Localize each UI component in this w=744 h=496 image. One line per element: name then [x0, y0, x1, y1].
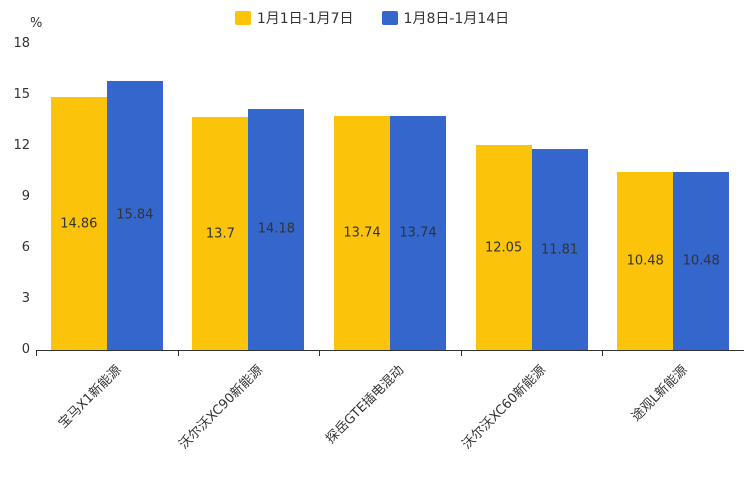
- bar-week2: 13.74: [390, 116, 446, 350]
- y-axis-tick-label: 18: [13, 36, 30, 51]
- x-axis-tick: [36, 351, 37, 356]
- y-axis-tick-label: 9: [21, 189, 30, 204]
- y-axis-unit-label: %: [30, 16, 43, 31]
- x-axis-tick: [177, 351, 179, 356]
- bar-value-label: 10.48: [682, 253, 720, 269]
- x-axis-category-text: 途观L新能源: [628, 362, 691, 425]
- legend-label-week1: 1月1日-1月7日: [256, 11, 354, 27]
- y-axis-tick-label: 12: [13, 138, 30, 153]
- x-axis-category-text: 沃尔沃XC90新能源: [176, 362, 266, 453]
- legend-swatch-blue-icon: [381, 11, 398, 25]
- bar-value-label: 13.74: [343, 225, 381, 241]
- bar-value-label: 12.05: [484, 240, 523, 256]
- bar-value-label: 13.7: [205, 226, 235, 242]
- bar-week1: 14.86: [50, 97, 107, 350]
- bar-value-label: 13.74: [399, 225, 437, 241]
- x-axis-tick: [460, 351, 462, 356]
- bar-week1: 13.74: [334, 116, 390, 350]
- bar-week2: 10.48: [673, 171, 730, 350]
- x-axis-tick: [602, 351, 604, 356]
- legend-item-week1[interactable]: 1月1日-1月7日: [234, 8, 354, 28]
- x-axis-line: [36, 350, 744, 351]
- legend-label-week2: 1月8日-1月14日: [403, 11, 510, 27]
- y-axis-tick-label: 3: [21, 291, 30, 306]
- y-axis-tick-label: 0: [21, 342, 30, 357]
- bar-value-label: 15.84: [116, 207, 154, 223]
- x-axis-category-text: 沃尔沃XC60新能源: [459, 362, 550, 453]
- bar-week2: 11.81: [531, 149, 588, 350]
- x-axis-category-text: 探岳GTE插电混动: [323, 362, 408, 447]
- legend-item-week2[interactable]: 1月8日-1月14日: [381, 8, 510, 28]
- bar-week2: 15.84: [106, 80, 163, 350]
- x-axis-tick: [319, 351, 321, 356]
- y-axis-tick-label: 6: [21, 240, 30, 255]
- bar-week1: 10.48: [617, 171, 674, 350]
- bar-week1: 12.05: [475, 145, 532, 350]
- bar-week1: 13.7: [192, 117, 249, 350]
- bar-week2: 14.18: [248, 108, 305, 350]
- chart-legend: 1月1日-1月7日 1月8日-1月14日: [0, 8, 744, 28]
- bar-value-label: 14.86: [60, 216, 98, 232]
- x-axis-category-text: 宝马X1新能源: [55, 362, 125, 432]
- y-axis-tick-label: 15: [13, 87, 30, 102]
- bar-value-label: 14.18: [257, 221, 295, 237]
- bar-value-label: 11.81: [540, 242, 579, 258]
- bar-value-label: 10.48: [626, 253, 664, 269]
- legend-swatch-yellow-icon: [234, 11, 251, 25]
